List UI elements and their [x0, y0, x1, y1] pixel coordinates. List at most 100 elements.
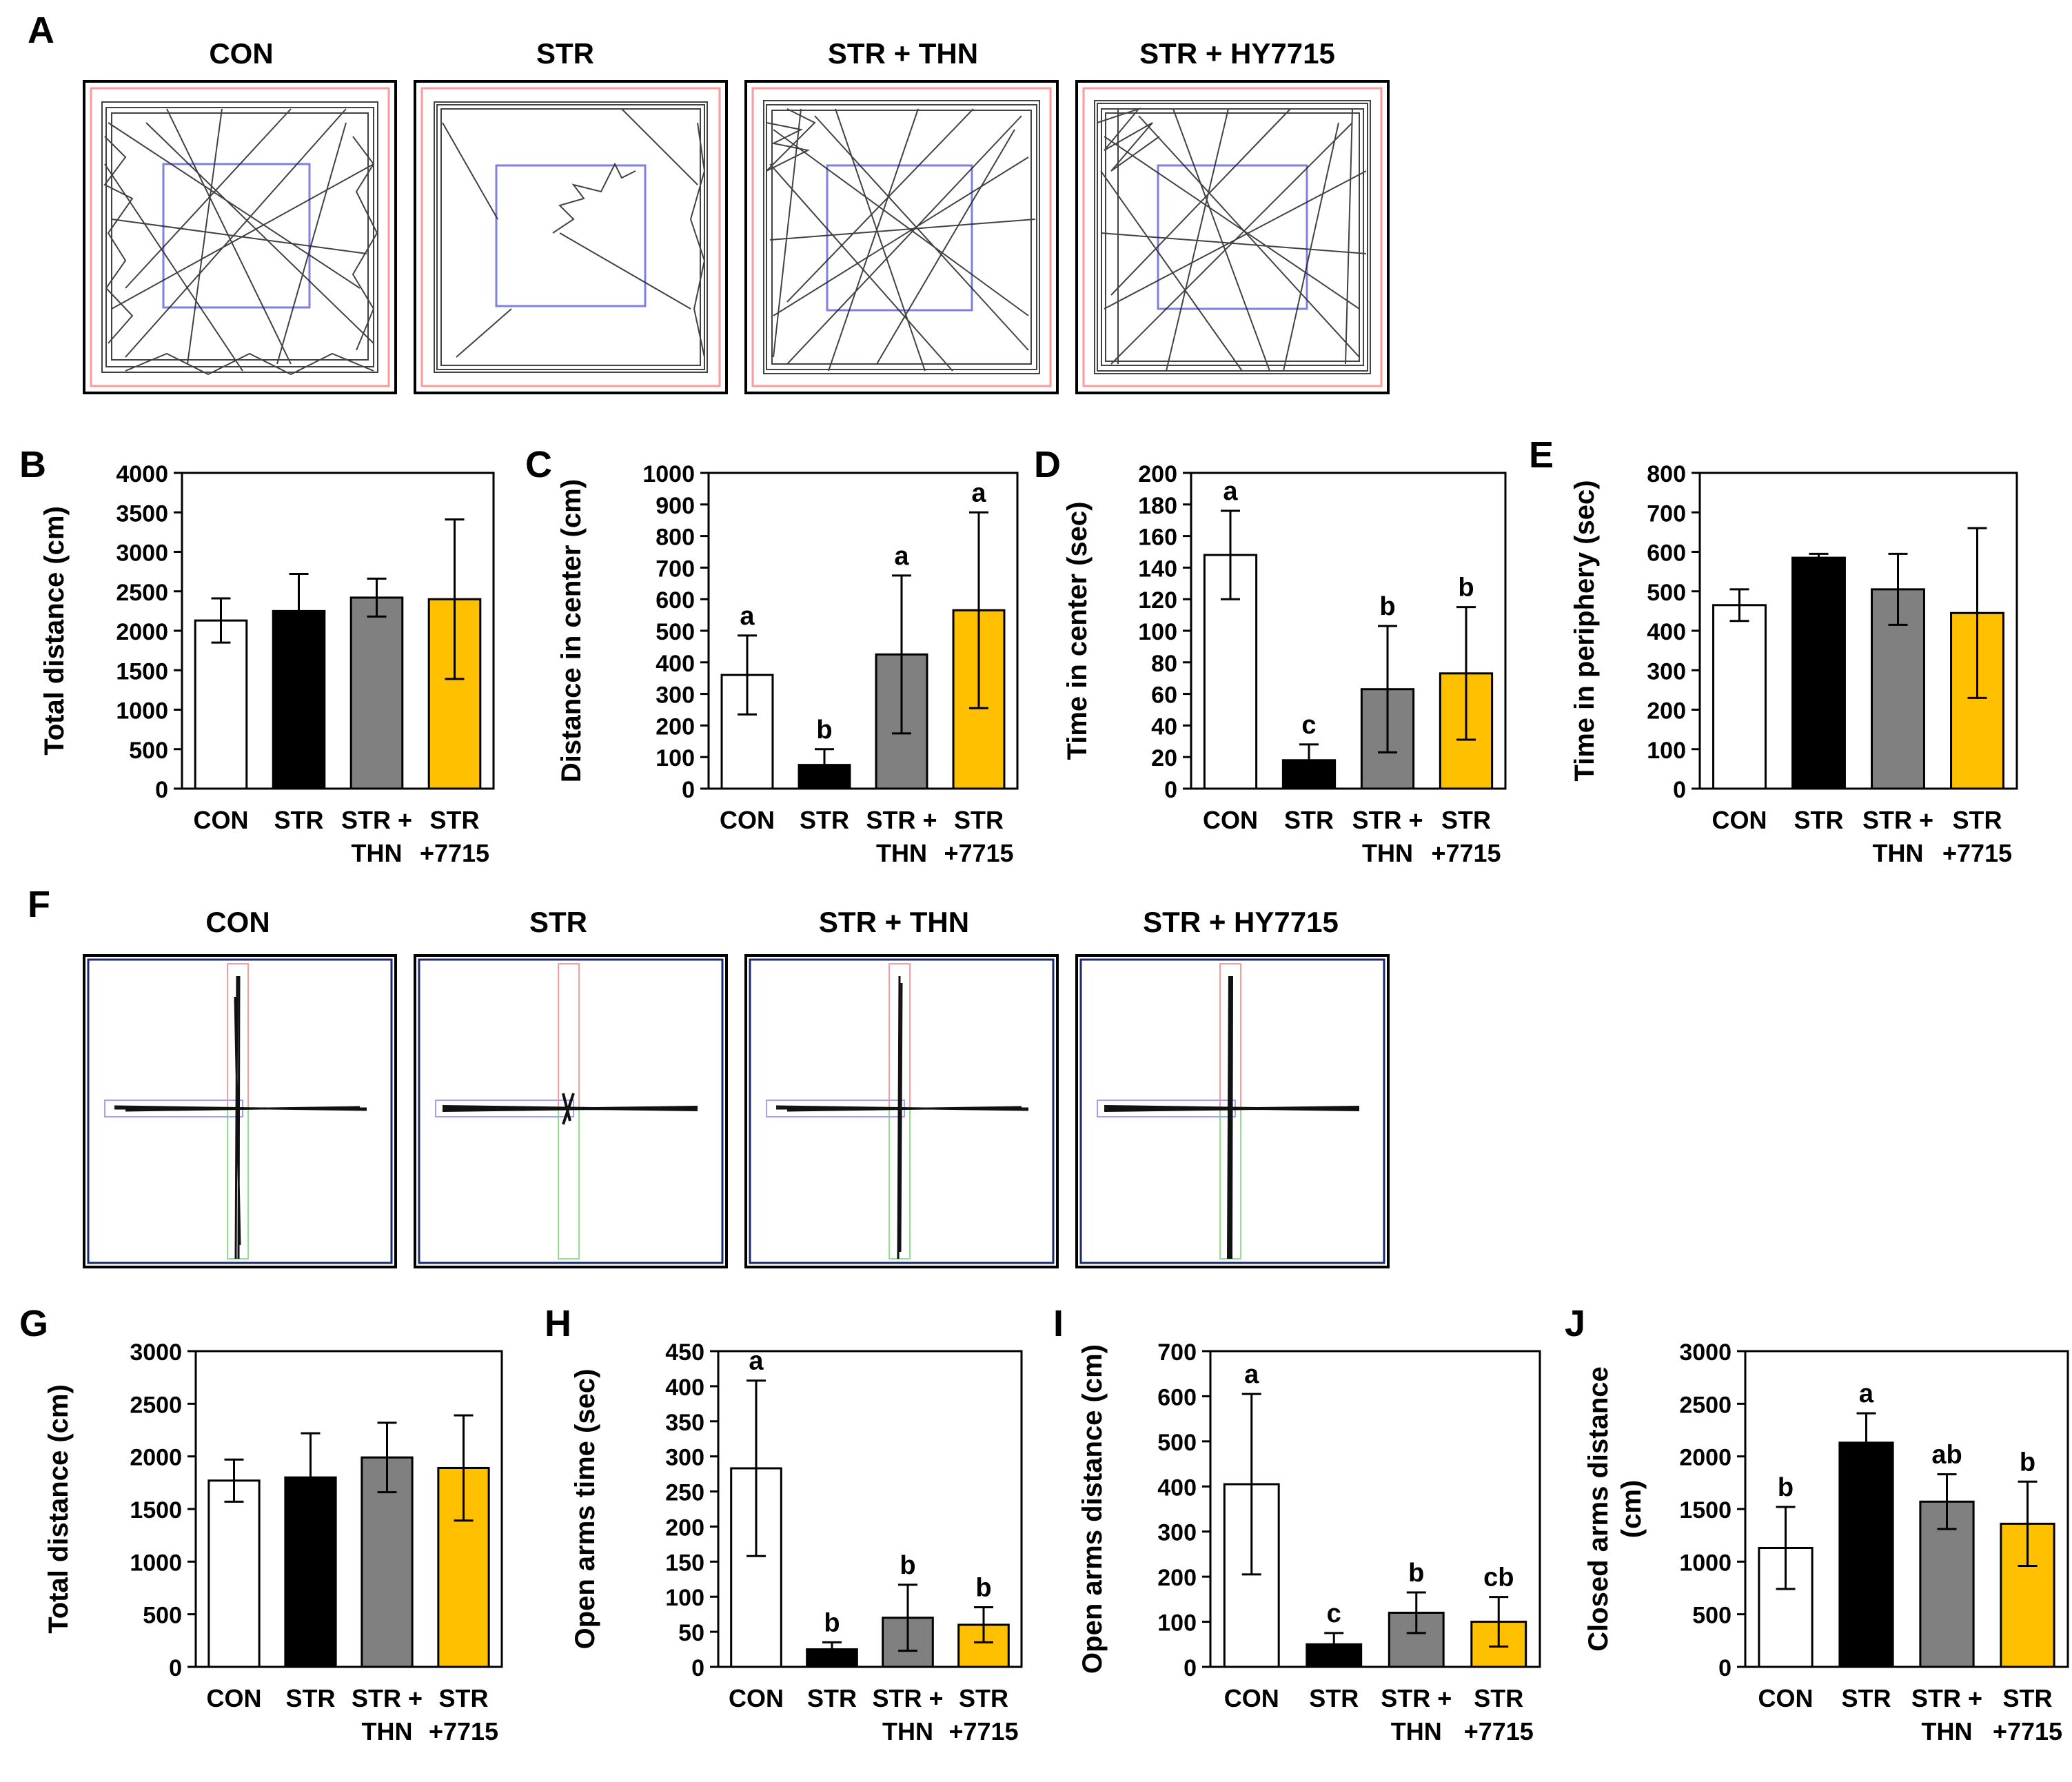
y-tick-label: 2000	[130, 1445, 182, 1471]
x-category-label-line: STR	[1953, 806, 2002, 834]
x-category-label-line: +7715	[420, 839, 489, 867]
y-tick-label: 500	[1692, 1603, 1731, 1629]
y-tick-label: 450	[665, 1339, 704, 1366]
y-tick-label: 2000	[1679, 1445, 1731, 1471]
bar-con	[1712, 604, 1767, 790]
x-category-label-line: STR	[1309, 1684, 1359, 1712]
x-category-label-line: STR	[1474, 1684, 1523, 1712]
x-category-label-str-thn: STR + THN	[1352, 806, 1423, 867]
x-category-label-con: CON	[194, 806, 249, 834]
panel-letter-e: E	[1529, 434, 1554, 476]
significance-letter-str: c	[1327, 1599, 1341, 1628]
significance-letter-str-7715: b	[1458, 574, 1474, 603]
y-tick-label: 3000	[116, 540, 168, 567]
significance-letter-str: c	[1301, 711, 1316, 740]
y-tick-label: 900	[656, 493, 695, 519]
x-category-label-line: CON	[1203, 806, 1258, 834]
significance-letter-str-thn: b	[1379, 592, 1395, 621]
y-tick-label: 20	[1151, 745, 1177, 771]
y-tick-label: 200	[1138, 461, 1177, 487]
maze-title-str: STR	[529, 906, 587, 938]
y-tick-label: 400	[665, 1375, 704, 1401]
y-tick-label: 1500	[116, 658, 168, 685]
x-category-label-line: STR	[807, 1684, 857, 1712]
x-category-label-line: THN	[362, 1717, 413, 1745]
x-category-label-con: CON	[207, 1684, 262, 1712]
y-tick-label: 300	[1157, 1520, 1197, 1546]
x-category-label-con: CON	[720, 806, 775, 834]
plus-maze-track-str-thn	[744, 954, 1059, 1268]
y-tick-label: 160	[1138, 525, 1177, 551]
bar-con	[194, 619, 248, 790]
chart-time-in-periphery: 0 100 200 300 400 500 600 700 800 Time in periphe…	[1570, 461, 2018, 867]
chart-open-arms-distance: 0 100 200 300 400 500 600 700 Open arms distance…	[1077, 1339, 1541, 1745]
y-axis-label: Time in periphery (sec)	[1570, 480, 1600, 781]
y-axis-label-line: (cm)	[1616, 1480, 1647, 1538]
y-tick-label: 180	[1138, 493, 1177, 519]
y-tick-label: 100	[1647, 738, 1686, 764]
y-tick-label: 200	[656, 713, 695, 740]
x-category-label-line: STR +	[866, 806, 937, 834]
y-tick-label: 4000	[116, 461, 168, 487]
y-tick-label: 500	[656, 619, 695, 645]
y-tick-label: 2500	[130, 1392, 182, 1418]
y-tick-label: 400	[656, 651, 695, 677]
significance-letter-str-7715: cb	[1483, 1563, 1514, 1592]
y-tick-label: 100	[665, 1585, 704, 1611]
panel-letter-b: B	[19, 444, 46, 485]
track-title-str: STR	[536, 37, 594, 70]
x-category-label-line: CON	[720, 806, 775, 834]
significance-letter-str-thn: a	[894, 542, 909, 571]
x-category-label-line: +7715	[1464, 1717, 1534, 1745]
x-category-label-line: STR	[800, 806, 849, 834]
y-axis-label-line: Closed arms distance	[1583, 1366, 1614, 1652]
y-tick-label: 500	[129, 738, 168, 764]
maze-title-str-thn: STR + THN	[819, 906, 969, 938]
x-category-label-line: THN	[1873, 839, 1924, 867]
y-tick-label: 300	[665, 1445, 704, 1471]
x-category-label-line: STR +	[1911, 1684, 1982, 1712]
chart-distance-in-center: 0 100 200 300 400 500 600 700 800 900 1000 Distance…	[556, 461, 1019, 867]
x-category-label-line: STR	[2003, 1684, 2053, 1712]
x-category-label-line: CON	[1758, 1684, 1814, 1712]
track-title-str-hy7715: STR + HY7715	[1139, 37, 1335, 70]
x-category-label-line: STR	[954, 806, 1004, 834]
x-category-label-str-7715: STR +7715	[944, 806, 1013, 867]
plot-frame	[1744, 1350, 2069, 1668]
y-axis-label: Open arms time (sec)	[570, 1369, 600, 1650]
panel-letter-a: A	[28, 10, 54, 51]
x-category-label-str: STR	[286, 1684, 336, 1712]
y-tick-label: 140	[1138, 556, 1177, 582]
y-tick-label: 600	[656, 587, 695, 614]
x-category-label-line: STR	[286, 1684, 336, 1712]
x-category-label-line: +7715	[1431, 839, 1501, 867]
chart-total-distance-plus-maze: 0 500 1000 1500 2000 2500 3000 Total distance (…	[43, 1339, 503, 1745]
x-category-label-line: STR	[274, 806, 324, 834]
y-axis-label: Open arms distance (cm)	[1077, 1344, 1108, 1674]
significance-letter-con: a	[740, 602, 755, 631]
y-tick-label: 250	[665, 1480, 704, 1506]
y-tick-label: 500	[1157, 1430, 1197, 1456]
x-category-label-str: STR	[1842, 1684, 1891, 1712]
x-category-label-str: STR	[807, 1684, 857, 1712]
x-category-label-str-thn: STR + THN	[341, 806, 412, 867]
panel-letter-d: D	[1034, 444, 1061, 485]
chart-time-in-center: 0 20 40 60 80 100 120 140 160 180 200 Time in cente…	[1062, 461, 1507, 867]
significance-letter-str-7715: b	[975, 1573, 991, 1602]
significance-letter-con: a	[1223, 477, 1238, 506]
x-category-label-line: STR +	[341, 806, 412, 834]
x-category-label-str-7715: STR +7715	[420, 806, 489, 867]
x-category-label-str-7715: STR +7715	[1942, 806, 2012, 867]
panel-letter-f: F	[28, 884, 50, 925]
y-tick-label: 40	[1151, 713, 1177, 740]
significance-letter-str-thn: b	[1408, 1559, 1424, 1588]
maze-title-con: CON	[205, 906, 270, 938]
significance-letter-str-7715: b	[2020, 1448, 2035, 1477]
y-tick-label: 60	[1151, 682, 1177, 709]
bar-str	[1791, 556, 1846, 790]
y-tick-label: 1000	[642, 461, 695, 487]
y-tick-label: 800	[656, 525, 695, 551]
y-tick-label: 600	[1647, 540, 1686, 567]
y-tick-label: 1000	[116, 698, 168, 725]
y-tick-label: 0	[691, 1655, 704, 1681]
